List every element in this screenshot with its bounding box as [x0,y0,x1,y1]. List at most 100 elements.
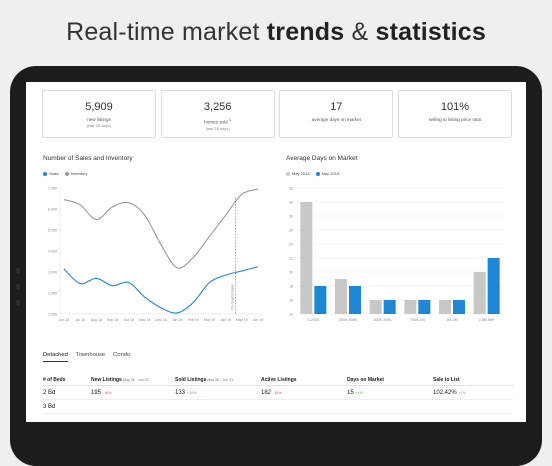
header-date-range: May 26 - Jun 23 [207,377,234,382]
stat-card-days-on-market[interactable]: 17 average days on market [279,90,394,138]
cell-new-listings: 195 -16% [91,390,175,396]
x-tick-label: May 19 [236,318,248,322]
y-tick-label: 2,000 [48,291,57,295]
cell-sold-listings: 133 +16% [175,390,261,396]
legend-label-may-2019: May 2019 [321,171,340,176]
header-active-listings: Active Listings [261,377,347,383]
x-tick-label: Jun 19 [253,318,264,322]
stat-value: 17 [330,101,343,113]
x-tick-label: Aug 18 [91,318,102,322]
tablet-side-button [16,284,20,290]
y-tick-label: 16 [289,298,293,302]
cell-change: +16% [187,390,197,395]
footnote-marker: 1 [228,118,232,122]
x-tick-label: Oct 18 [123,318,134,322]
x-tick-label: 200K-500K [339,318,358,322]
property-type-tabs: Detached Townhouse Condo [43,352,138,362]
x-tick-label: Sep 18 [107,318,118,322]
y-tick-label: 3,000 [48,270,57,274]
x-tick-label: 2-5M 5M+ [479,318,495,322]
cell-beds: 3 Bd [43,403,56,410]
series-line-sales [63,266,259,314]
sales-chart-legend: Sales Inventory [43,171,93,176]
cell-beds: 2 Bd [43,389,56,396]
stat-card-homes-sold[interactable]: 3,256 homes sold 1 (last 28 days) [160,90,275,138]
dom-chart-title: Average Days on Market [286,155,358,162]
cell-value: 182 [261,389,272,396]
bar-may-2018 [439,300,451,314]
stat-value: 3,256 [203,101,232,113]
headline-amp: & [344,18,376,46]
x-tick-label: Apr 19 [220,318,231,322]
table-row[interactable]: 3 Bd [43,400,513,414]
days-on-market-chart: 14 16 18 20 22 24 26 28 30 32 0-200K 200K-500K 500K-… [289,186,504,322]
header-label: Active Listings [261,376,297,383]
headline-bold-trends: trends [266,18,345,46]
y-tick-label: 30 [289,200,293,204]
x-tick-label: Feb 19 [188,318,199,322]
cell-change: +1% [458,390,466,395]
stat-label-text: homes sold [204,119,228,125]
cell-change: +1% [355,390,363,395]
cell-value: 195 [91,389,102,396]
y-tick-label: 32 [289,186,293,190]
stat-value: 101% [440,101,470,113]
bar-may-2019 [383,300,396,314]
cell-value: 15 [347,389,354,396]
header-label: Sold Listings [175,376,207,383]
stats-row: 5,909 new listings (last 28 days) 3,256 … [42,90,512,138]
cell-change: -16% [103,390,112,395]
x-tick-label: Jul 18 [75,318,85,322]
bar-may-2019 [418,300,431,314]
legend-swatch-may-2018 [286,171,290,176]
tab-detached[interactable]: Detached [43,352,68,362]
x-tick-label: Mar 19 [204,318,215,322]
cell-days-on-market: 15 +1% [347,390,433,396]
legend-swatch-may-2019 [315,171,320,176]
legend-label-inventory: Inventory [71,171,88,176]
annotation-label: Pre-Season Sales [230,284,234,310]
legend-swatch-inventory [65,171,70,176]
market-table: # of Beds New ListingsMay 26 - Jun 23 So… [43,374,513,414]
stat-value: 5,909 [85,101,113,113]
header-label: Days on Market [347,376,384,383]
header-sold-listings: Sold ListingsMay 26 - Jun 23 [175,377,261,383]
tablet-side-button [16,268,20,274]
tab-condo[interactable]: Condo [113,352,131,358]
stat-sub: (last 28 days) [86,123,111,128]
cell-sale-to-list: 102.42% +1% [433,390,513,396]
bar-may-2019 [453,300,465,314]
stat-card-new-listings[interactable]: 5,909 new listings (last 28 days) [42,90,156,138]
cell-value: 102.42% [433,389,457,396]
x-tick-label: 700K-1M [410,318,425,322]
bar-may-2019 [487,258,500,314]
bar-may-2018 [404,300,417,314]
headline: Real-time market trends & statistics [0,18,552,47]
y-tick-label: 14 [289,312,293,316]
y-tick-label: 26 [289,228,293,232]
header-date-range: May 26 - Jun 23 [122,377,149,382]
stat-label: selling to listing price ratio [428,117,482,122]
legend-label-sales: Sales [49,171,60,176]
x-tick-label: 0-200K [308,318,320,322]
x-tick-label: Nov 18 [139,318,150,322]
bar-may-2018 [473,272,486,314]
header-label: Sale to List [433,376,460,383]
tab-townhouse[interactable]: Townhouse [75,352,106,358]
sales-inventory-chart: 1,000 2,000 3,000 4,000 5,000 6,000 7,000 Jun 1… [48,186,264,322]
stat-card-price-ratio[interactable]: 101% selling to listing price ratio [397,90,512,138]
headline-regular: Real-time market [66,18,267,46]
sales-chart-title: Number of Sales and Inventory [43,155,133,162]
y-tick-label: 28 [289,214,293,218]
stat-sub: (last 28 days) [205,125,230,131]
y-tick-label: 24 [289,242,293,246]
header-label: # of Beds [43,376,66,383]
y-tick-label: 4,000 [48,249,57,253]
cell-active-listings: 182 -16% [261,390,347,396]
header-sale-to-list: Sale to List [433,377,513,383]
bar-may-2018 [335,279,347,314]
legend-label-may-2018: May 2018 [292,171,310,176]
table-row[interactable]: 2 Bd 195 -16% 133 +16% 182 -16% 15 +1% 102.4… [43,386,513,400]
y-tick-label: 20 [289,270,293,274]
series-line-inventory [63,188,259,269]
